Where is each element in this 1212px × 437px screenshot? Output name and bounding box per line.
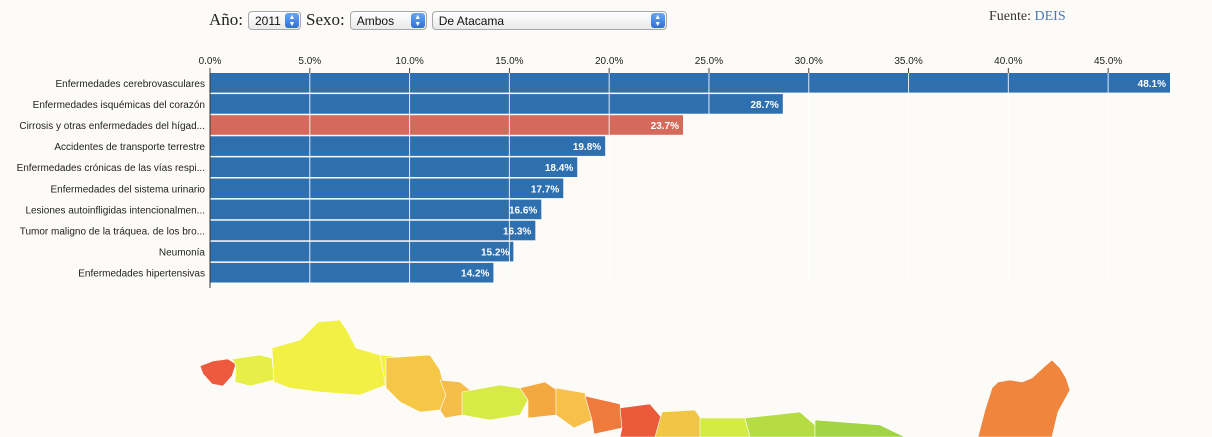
select-arrows-icon: ▲ ▼ <box>285 12 299 28</box>
region-select-value: De Atacama <box>438 13 505 28</box>
category-label: Cirrosis y otras enfermedades del hígad.… <box>19 121 205 132</box>
category-label: Accidentes de transporte terrestre <box>54 142 205 153</box>
bar-value-label: 23.7% <box>651 121 679 132</box>
select-arrows-icon: ▲ ▼ <box>650 12 665 28</box>
map-region[interactable] <box>699 417 751 437</box>
source-link[interactable]: DEIS <box>1034 9 1066 24</box>
x-tick-label: 40.0% <box>994 56 1022 67</box>
select-arrows-icon: ▲ ▼ <box>410 12 425 28</box>
year-label: Año: <box>209 10 243 29</box>
x-tick-label: 0.0% <box>199 56 222 67</box>
map-region[interactable] <box>199 358 237 387</box>
map-region[interactable] <box>654 409 706 437</box>
bar[interactable] <box>210 115 684 135</box>
bar-value-label: 16.6% <box>509 205 537 216</box>
bar[interactable] <box>210 199 542 220</box>
x-tick-label: 25.0% <box>695 56 723 67</box>
source-label: Fuente: <box>989 9 1031 24</box>
bar-value-label: 15.2% <box>481 248 509 259</box>
category-label: Enfermedades isquémicas del corazón <box>33 100 205 111</box>
bar[interactable] <box>210 136 606 156</box>
map-region[interactable] <box>977 359 1071 437</box>
bar-value-label: 28.7% <box>750 100 778 111</box>
category-label: Enfermedades del sistema urinario <box>50 184 205 195</box>
x-tick-label: 15.0% <box>495 56 523 67</box>
map-region[interactable] <box>271 319 387 396</box>
x-tick-label: 30.0% <box>795 56 823 67</box>
category-label: Tumor maligno de la tráquea. de los bro.… <box>20 227 205 238</box>
sex-select-value: Ambos <box>356 13 395 28</box>
mortality-bar-chart: 48.1% Enfermedades cerebrovasculares 28.7%… <box>17 56 1170 288</box>
category-label: Enfermedades crónicas de las vías respi.… <box>17 163 205 174</box>
source-credit: Fuente: DEIS <box>989 9 1066 25</box>
region-select[interactable]: De Atacama ▲ ▼ <box>431 10 667 30</box>
x-tick-label: 45.0% <box>1094 56 1122 67</box>
map-region[interactable] <box>814 419 906 437</box>
map-region[interactable] <box>461 384 529 421</box>
sex-label: Sexo: <box>306 10 345 29</box>
x-tick-label: 5.0% <box>298 56 321 67</box>
bar[interactable] <box>210 178 564 199</box>
map-region[interactable] <box>744 411 816 437</box>
x-tick-label: 35.0% <box>894 56 922 67</box>
bar-value-label: 16.3% <box>503 227 531 238</box>
sex-select[interactable]: Ambos ▲ ▼ <box>349 10 427 30</box>
map-region[interactable] <box>231 354 275 387</box>
bar-value-label: 18.4% <box>545 163 573 174</box>
category-label: Lesiones autoinfligidas intencionalmen..… <box>25 205 205 216</box>
bar-value-label: 48.1% <box>1138 79 1166 90</box>
map-region[interactable] <box>584 395 623 435</box>
x-tick-label: 20.0% <box>595 56 623 67</box>
region-choropleth-map <box>199 319 1071 437</box>
bar-value-label: 19.8% <box>573 142 601 153</box>
bar[interactable] <box>210 220 536 241</box>
year-select-value: 2011 <box>255 13 281 28</box>
bar-value-label: 17.7% <box>531 184 559 195</box>
bar-value-label: 14.2% <box>461 269 489 280</box>
bar[interactable] <box>210 73 1170 93</box>
bar[interactable] <box>210 262 494 283</box>
x-tick-label: 10.0% <box>395 56 423 67</box>
bar[interactable] <box>210 157 578 177</box>
map-region[interactable] <box>619 403 663 437</box>
category-label: Neumonía <box>159 248 206 259</box>
bar[interactable] <box>210 94 783 114</box>
category-label: Enfermedades cerebrovasculares <box>55 79 205 90</box>
bar[interactable] <box>210 241 514 262</box>
map-region[interactable] <box>385 354 447 413</box>
year-select[interactable]: 2011 ▲ ▼ <box>248 10 301 30</box>
category-label: Enfermedades hipertensivas <box>78 269 205 280</box>
filter-controls: Año: 2011 ▲ ▼ Sexo: Ambos ▲ ▼ De Atacama ▲… <box>209 10 672 30</box>
map-region[interactable] <box>555 387 593 429</box>
